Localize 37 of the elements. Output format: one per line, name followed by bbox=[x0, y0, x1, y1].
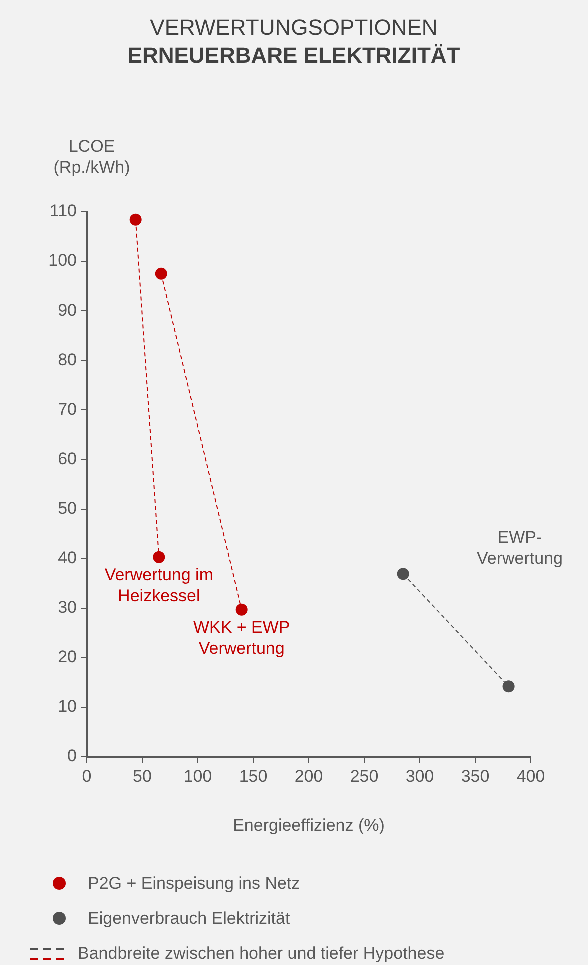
x-tick-label: 250 bbox=[350, 766, 379, 786]
point bbox=[130, 214, 142, 226]
y-tick-label: 80 bbox=[58, 350, 77, 370]
y-tick-label: 60 bbox=[58, 449, 77, 468]
point bbox=[236, 604, 248, 616]
y-tick-label: 110 bbox=[50, 202, 77, 221]
y-tick-label: 50 bbox=[58, 498, 77, 518]
legend-label: P2G + Einspeisung ins Netz bbox=[88, 873, 300, 895]
legend-label: Eigenverbrauch Elektrizität bbox=[88, 908, 290, 930]
point bbox=[155, 268, 168, 280]
x-tick-label: 350 bbox=[461, 766, 490, 786]
y-axis-title: LCOE (Rp./kWh) bbox=[52, 136, 132, 178]
point bbox=[502, 680, 515, 693]
y-tick-label: 90 bbox=[58, 300, 77, 320]
x-axis-title: Energieeffizienz (%) bbox=[232, 816, 386, 836]
point bbox=[153, 551, 166, 564]
chart-subtitle: ERNEUERBARE ELEKTRIZITÄT bbox=[126, 42, 462, 70]
annotation: EWP- Verwertung bbox=[476, 527, 564, 569]
y-tick-label: 100 bbox=[48, 251, 77, 270]
y-tick-label: 10 bbox=[58, 697, 77, 716]
y-tick-label: 0 bbox=[68, 746, 77, 766]
y-tick-label: 70 bbox=[58, 400, 77, 419]
chart-title: VERWERTUNGSOPTIONEN bbox=[149, 14, 439, 42]
x-tick-label: 100 bbox=[184, 766, 212, 786]
annotation: Verwertung im Heizkessel bbox=[104, 566, 214, 606]
x-tick-label: 50 bbox=[133, 766, 152, 786]
y-tick-label: 40 bbox=[58, 548, 77, 568]
point bbox=[397, 568, 410, 580]
x-tick-label: 400 bbox=[516, 766, 546, 786]
y-tick-label: 20 bbox=[58, 648, 77, 667]
x-tick-label: 300 bbox=[406, 766, 434, 786]
y-tick-label: 30 bbox=[58, 598, 77, 618]
x-tick-label: 150 bbox=[239, 766, 268, 786]
x-tick-label: 0 bbox=[82, 766, 92, 786]
text: Bandbreite zwischen hoher und tiefer Hypothese bbox=[78, 943, 445, 965]
annotation: WKK + EWP Verwertung bbox=[193, 618, 290, 658]
x-tick-label: 200 bbox=[294, 766, 324, 786]
